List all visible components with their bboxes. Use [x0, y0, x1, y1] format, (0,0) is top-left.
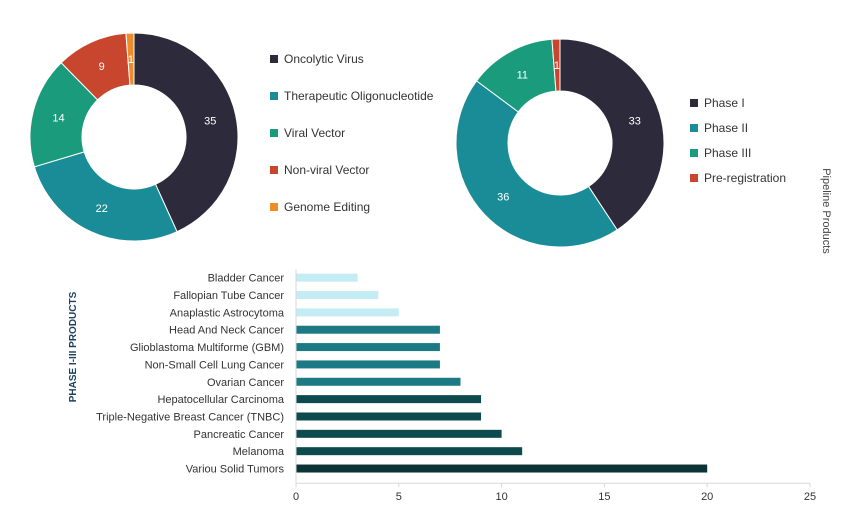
slice-value-label: 9 — [99, 61, 105, 73]
pipeline-products-label: Pipeline Products — [820, 168, 832, 254]
legend-swatch — [690, 149, 698, 157]
slice-value-label: 1 — [128, 54, 134, 66]
category-label: Pancreatic Cancer — [194, 429, 285, 441]
legend-label: Phase I — [704, 96, 745, 110]
legend-item-therapeutic-oligonucleotide: Therapeutic Oligonucleotide — [270, 89, 433, 103]
x-tick-label: 5 — [396, 491, 402, 503]
legend-label: Viral Vector — [284, 126, 346, 140]
bar-ovarian-cancer — [296, 377, 461, 386]
category-label: Triple-Negative Breast Cancer (TNBC) — [96, 411, 284, 423]
category-label: Anaplastic Astrocytoma — [170, 307, 285, 319]
bar-chart-indications: Bladder Cancer Fallopian Tube Cancer Anapl… — [96, 269, 816, 503]
legend-swatch — [270, 129, 278, 137]
legend-phase: Phase I Phase II Phase III Pre-registration — [690, 96, 786, 196]
donut-slice-pre-registration — [551, 38, 561, 92]
category-label: Melanoma — [233, 446, 285, 458]
category-label: Hepatocellular Carcinoma — [157, 394, 284, 406]
category-label: Fallopian Tube Cancer — [173, 290, 284, 302]
bar-triple-negative-breast-cancer-tnbc — [296, 412, 482, 421]
x-tick-label: 25 — [804, 491, 816, 503]
bar-head-and-neck-cancer — [296, 325, 440, 334]
legend-item-viral-vector: Viral Vector — [270, 126, 433, 140]
donut-chart-technology: 35 22 14 9 1 — [29, 32, 239, 242]
donut-slice-genome-editing — [125, 32, 135, 86]
category-label: Bladder Cancer — [208, 273, 285, 285]
legend-swatch — [690, 124, 698, 132]
donut-slice-oncolytic-virus — [133, 32, 239, 233]
bar-melanoma — [296, 447, 523, 456]
legend-label: Genome Editing — [284, 200, 371, 214]
legend-item-non-viral-vector: Non-viral Vector — [270, 163, 433, 177]
legend-swatch — [690, 99, 698, 107]
legend-label: Phase III — [704, 146, 752, 160]
category-label: Ovarian Cancer — [207, 377, 284, 389]
bar-anaplastic-astrocytoma — [296, 308, 399, 317]
legend-label: Oncolytic Virus — [284, 52, 364, 66]
legend-swatch — [270, 55, 278, 63]
slice-value-label: 35 — [204, 115, 216, 127]
legend-swatch — [270, 203, 278, 211]
slice-value-label: 36 — [497, 192, 509, 204]
legend-item-phase-iii: Phase III — [690, 146, 786, 160]
legend-technology: Oncolytic Virus Therapeutic Oligonucleoti… — [270, 52, 433, 237]
legend-item-genome-editing: Genome Editing — [270, 200, 433, 214]
category-label: Head And Neck Cancer — [169, 325, 284, 337]
slice-value-label: 22 — [96, 203, 108, 215]
bar-chart-axis-title: PHASE I-III PRODUCTS — [68, 291, 79, 403]
bar-hepatocellular-carcinoma — [296, 395, 482, 404]
legend-label: Pre-registration — [704, 171, 787, 185]
donut-slice-phase-ii — [455, 80, 618, 248]
bar-glioblastoma-multiforme-gbm — [296, 343, 440, 352]
slice-value-label: 11 — [517, 70, 528, 82]
legend-swatch — [270, 166, 278, 174]
legend-item-phase-i: Phase I — [690, 96, 786, 110]
bar-pancreatic-cancer — [296, 429, 502, 438]
x-tick-label: 0 — [293, 491, 299, 503]
category-label: Glioblastoma Multiforme (GBM) — [130, 342, 284, 354]
bar-variou-solid-tumors — [296, 464, 708, 473]
legend-item-phase-ii: Phase II — [690, 121, 786, 135]
slice-value-label: 1 — [554, 60, 560, 72]
legend-label: Therapeutic Oligonucleotide — [284, 89, 434, 103]
legend-item-oncolytic-virus: Oncolytic Virus — [270, 52, 433, 66]
x-tick-label: 10 — [495, 491, 507, 503]
donut-slice-therapeutic-oligonucleotide — [33, 151, 178, 242]
category-label: Non-Small Cell Lung Cancer — [145, 359, 285, 371]
bar-fallopian-tube-cancer — [296, 291, 379, 300]
bar-bladder-cancer — [296, 273, 358, 282]
category-label: Variou Solid Tumors — [186, 464, 285, 476]
x-tick-label: 15 — [598, 491, 610, 503]
legend-label: Non-viral Vector — [284, 163, 370, 177]
slice-value-label: 33 — [629, 116, 641, 128]
legend-swatch — [270, 92, 278, 100]
bar-non-small-cell-lung-cancer — [296, 360, 440, 369]
x-tick-label: 20 — [701, 491, 713, 503]
legend-item-pre-registration: Pre-registration — [690, 171, 786, 185]
legend-label: Phase II — [704, 121, 749, 135]
donut-slice-phase-i — [559, 38, 665, 231]
slice-value-label: 14 — [52, 113, 64, 125]
legend-swatch — [690, 174, 698, 182]
